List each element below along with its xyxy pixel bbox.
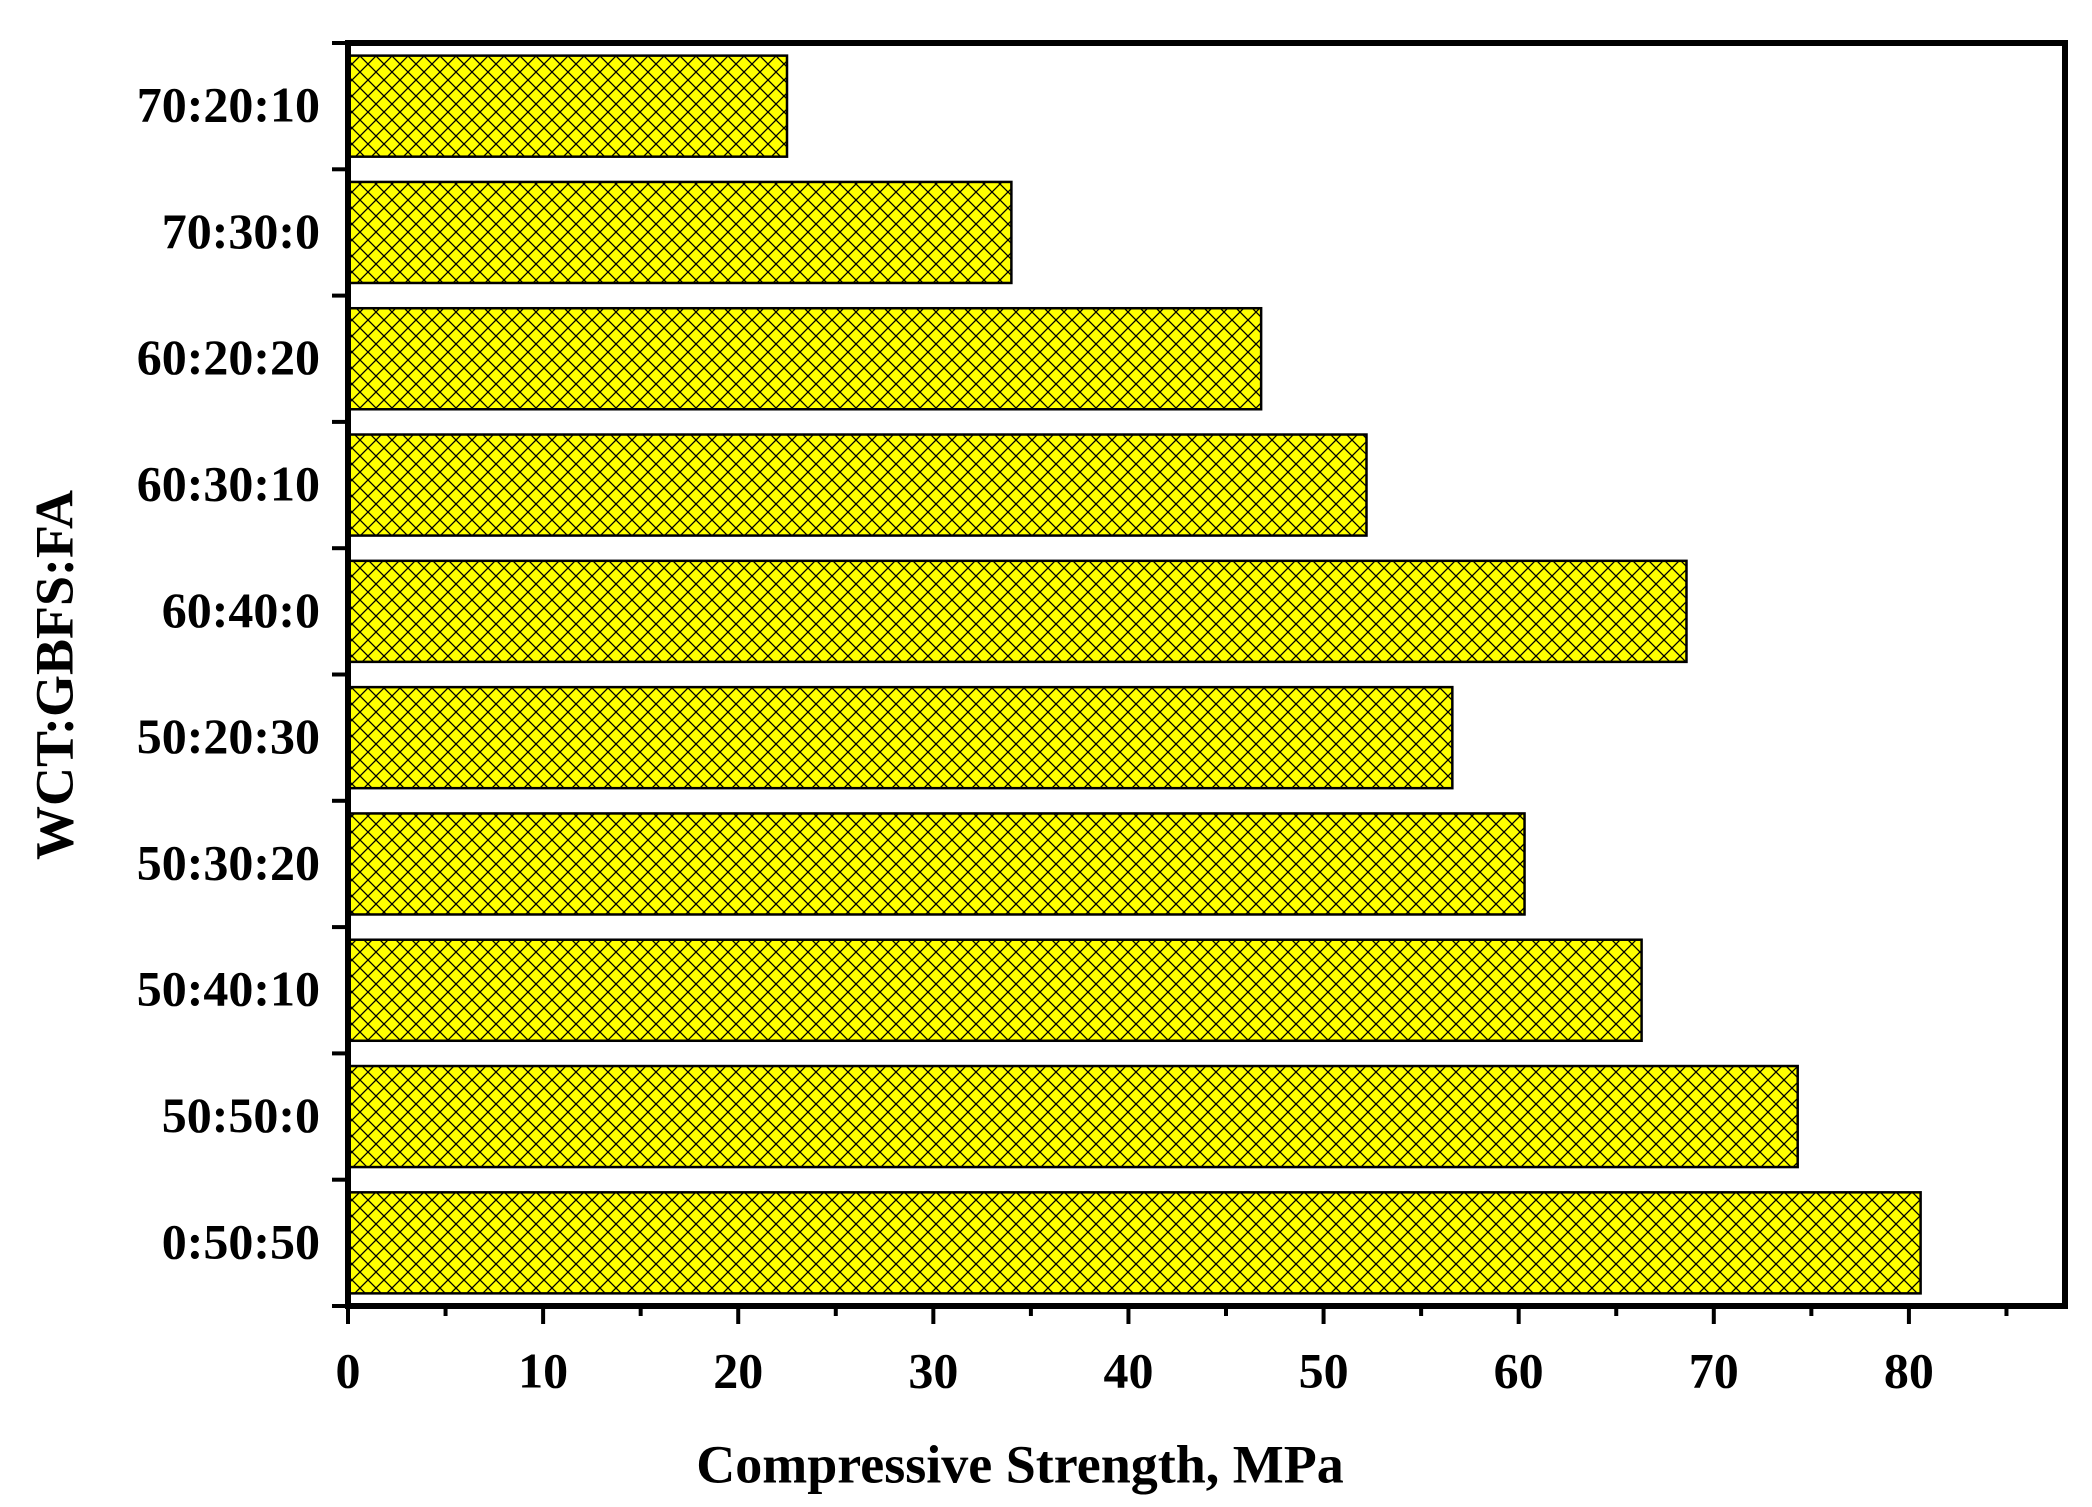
x-tick-label: 20 <box>713 1342 763 1398</box>
x-axis-title: Compressive Strength, MPa <box>696 1434 1343 1494</box>
bar <box>346 559 1688 664</box>
x-tick-label: 70 <box>1689 1342 1739 1398</box>
bar <box>346 54 789 158</box>
bar <box>346 180 1013 285</box>
bar <box>346 685 1454 790</box>
y-tick-label: 50:30:20 <box>137 834 320 890</box>
y-tick-label: 0:50:50 <box>162 1213 320 1269</box>
bar <box>346 938 1643 1043</box>
x-tick-label: 40 <box>1103 1342 1153 1398</box>
x-tick-label: 10 <box>518 1342 568 1398</box>
y-tick-label: 60:30:10 <box>137 456 320 512</box>
plot-frame <box>345 40 2068 1309</box>
x-tick-label: 80 <box>1884 1342 1934 1398</box>
x-tick-label: 30 <box>908 1342 958 1398</box>
y-tick-label: 60:20:20 <box>137 329 320 385</box>
y-tick-label: 70:30:0 <box>162 203 320 259</box>
bar <box>346 1191 1922 1295</box>
y-tick-label: 50:40:10 <box>137 961 320 1017</box>
x-tick-label: 0 <box>336 1342 361 1398</box>
y-tick-label: 70:20:10 <box>137 77 320 133</box>
y-tick-label: 60:40:0 <box>162 582 320 638</box>
bar <box>346 1064 1799 1169</box>
y-tick-label: 50:20:30 <box>137 708 320 764</box>
x-tick-label: 60 <box>1494 1342 1544 1398</box>
x-tick-label: 50 <box>1299 1342 1349 1398</box>
y-axis-title: WCT:GBFS:FA <box>24 490 84 860</box>
bar <box>346 306 1263 411</box>
y-tick-label: 50:50:0 <box>162 1087 320 1143</box>
bar <box>346 433 1368 537</box>
bar <box>346 812 1526 916</box>
